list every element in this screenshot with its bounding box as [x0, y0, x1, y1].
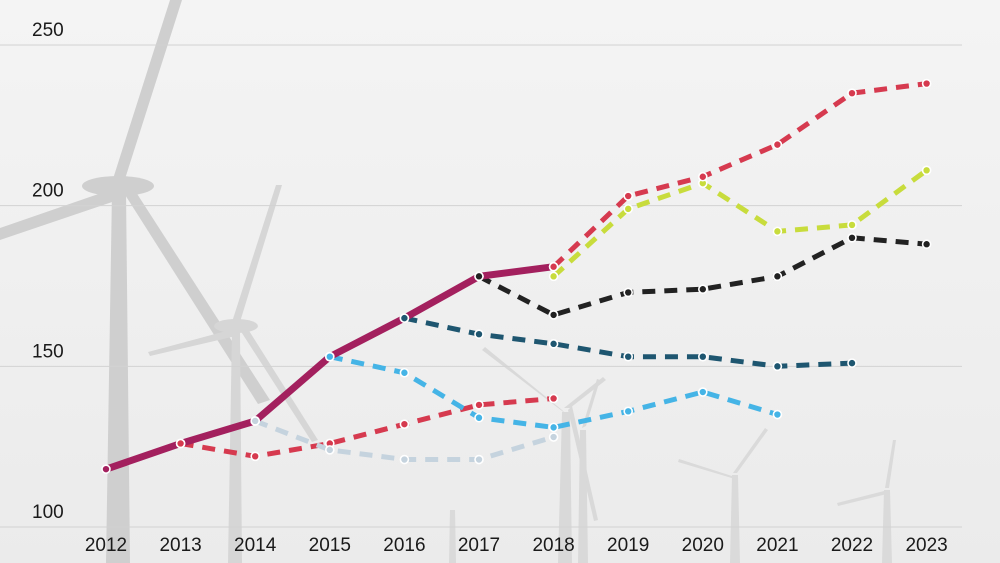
series-line-dashed: [551, 81, 927, 269]
data-point: [697, 351, 708, 362]
x-tick-label: 2012: [85, 535, 127, 556]
data-point: [623, 204, 634, 214]
data-point: [250, 451, 260, 462]
data-point: [697, 387, 708, 397]
wind-turbine-distant: [449, 428, 896, 563]
data-point: [548, 271, 559, 282]
y-tick-label: 200: [32, 181, 64, 202]
data-point: [697, 284, 708, 295]
data-point: [474, 454, 484, 465]
x-tick-label: 2015: [309, 535, 351, 556]
data-point: [548, 310, 559, 320]
data-point: [399, 454, 410, 465]
series-line-dashed: [477, 235, 927, 318]
data-point: [921, 239, 932, 250]
x-tick-label: 2016: [383, 535, 425, 556]
data-point: [623, 287, 634, 298]
x-tick-label: 2017: [458, 535, 500, 556]
x-tick-label: 2014: [234, 535, 277, 556]
data-point: [847, 233, 857, 243]
series-lines: [102, 81, 929, 473]
data-point: [548, 422, 559, 433]
data-point: [697, 171, 708, 182]
x-tick-label: 2023: [905, 535, 947, 556]
data-point: [474, 271, 484, 282]
data-point: [474, 400, 484, 410]
wind-turbine-medium: [148, 185, 318, 563]
series-line-dashed: [180, 396, 554, 459]
data-point: [548, 393, 559, 404]
data-point: [847, 358, 857, 368]
data-point: [474, 412, 484, 423]
data-point: [399, 367, 410, 378]
series-line-dashed: [551, 168, 929, 279]
data-point: [175, 438, 186, 449]
x-tick-label: 2018: [532, 535, 574, 556]
data-point: [623, 351, 634, 362]
data-point: [772, 271, 783, 282]
data-point: [399, 313, 410, 323]
y-axis-tick-labels: 100 150 200 250: [32, 20, 64, 523]
data-point: [847, 220, 857, 230]
data-point: [474, 329, 484, 340]
data-point: [399, 419, 410, 429]
data-point: [847, 88, 857, 98]
x-tick-label: 2020: [682, 535, 724, 556]
data-point: [623, 191, 634, 201]
data-point: [623, 406, 634, 417]
data-point: [921, 165, 932, 176]
data-point: [548, 261, 559, 272]
data-point: [324, 351, 335, 362]
y-tick-label: 100: [32, 502, 64, 523]
data-point: [772, 409, 783, 420]
x-tick-label: 2021: [756, 535, 798, 556]
x-tick-label: 2013: [159, 535, 201, 556]
data-point: [548, 432, 559, 442]
series-line-dashed: [329, 354, 779, 430]
data-point: [250, 416, 260, 426]
data-point: [772, 226, 783, 237]
data-point: [324, 445, 335, 455]
data-point: [548, 339, 559, 349]
x-tick-label: 2022: [831, 535, 873, 556]
wind-turbine-small: [482, 347, 606, 563]
data-point: [772, 139, 783, 150]
data-point: [101, 464, 111, 474]
y-tick-label: 150: [32, 341, 64, 362]
x-axis-tick-labels: 2012 2013 2014 2015 2016 2017 2018 2019 2020 2021…: [85, 535, 948, 556]
data-point: [921, 78, 932, 89]
x-tick-label: 2019: [607, 535, 649, 556]
y-tick-label: 250: [32, 20, 64, 41]
data-point: [772, 361, 783, 372]
series-points: [101, 78, 932, 474]
